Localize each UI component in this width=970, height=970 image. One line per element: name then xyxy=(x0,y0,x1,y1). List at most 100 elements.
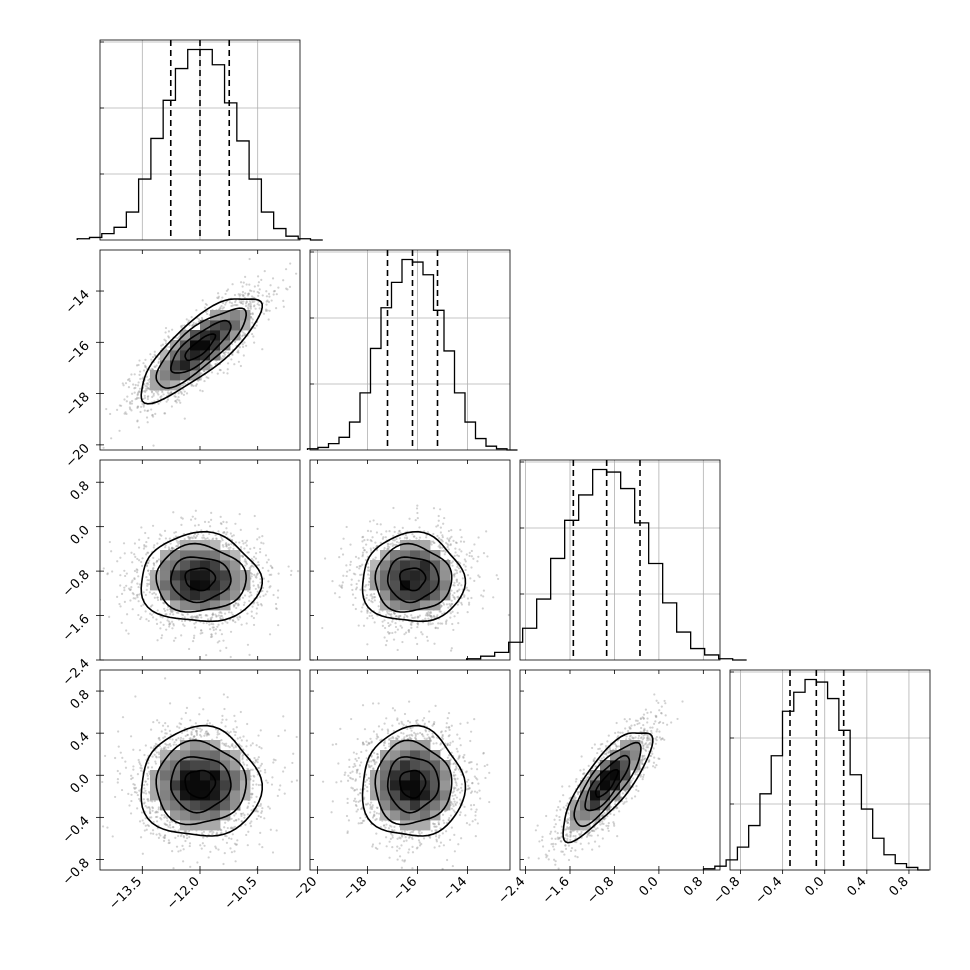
scatter-point-2-1-857 xyxy=(357,624,360,627)
scatter-point-2-0-2073 xyxy=(222,520,225,523)
scatter-point-1-0-1689 xyxy=(262,312,266,315)
scatter-point-2-0-1719 xyxy=(144,531,147,535)
scatter-point-3-1-2019 xyxy=(361,807,364,810)
x-tick-label-1-2: −16 xyxy=(390,874,420,904)
scatter-point-3-0-2120 xyxy=(139,764,143,767)
scatter-point-3-1-43 xyxy=(463,805,466,808)
scatter-point-1-0-643 xyxy=(127,386,131,389)
scatter-point-2-0-2004 xyxy=(237,618,240,621)
scatter-point-2-0-399 xyxy=(168,623,171,626)
scatter-point-2-1-488 xyxy=(392,638,396,641)
density-cell-3-0-11-12 xyxy=(210,740,221,751)
scatter-point-3-0-804 xyxy=(132,768,135,771)
scatter-point-3-2-1560 xyxy=(658,757,661,761)
scatter-point-3-1-249 xyxy=(408,848,411,851)
scatter-point-3-2-1614 xyxy=(609,812,612,815)
scatter-point-1-0-1089 xyxy=(233,340,236,344)
scatter-point-1-0-7 xyxy=(238,294,241,297)
scatter-point-2-1-964 xyxy=(385,530,388,533)
scatter-point-1-0-603 xyxy=(170,390,173,394)
scatter-point-1-0-420 xyxy=(174,400,177,403)
scatter-point-2-0-73 xyxy=(162,602,166,605)
scatter-point-2-1-1435 xyxy=(472,557,475,560)
scatter-point-1-0-1978 xyxy=(268,309,271,312)
scatter-point-3-1-1215 xyxy=(370,764,373,768)
scatter-point-2-1-1493 xyxy=(399,624,402,627)
scatter-point-3-2-614 xyxy=(613,742,617,746)
scatter-point-3-2-1201 xyxy=(561,785,564,788)
scatter-point-2-0-870 xyxy=(123,552,126,555)
contour-3-2-2 xyxy=(573,741,642,828)
density-cell-3-2-7-9 xyxy=(590,770,601,781)
scatter-point-2-0-1611 xyxy=(215,537,218,541)
scatter-point-3-2-1115 xyxy=(614,744,618,747)
scatter-point-3-0-1641 xyxy=(116,778,120,781)
scatter-point-3-1-1214 xyxy=(418,841,421,844)
scatter-point-3-1-2195 xyxy=(433,825,436,828)
scatter-point-3-2-1501 xyxy=(637,737,640,740)
scatter-point-3-0-769 xyxy=(271,851,275,854)
scatter-point-2-0-1894 xyxy=(271,566,274,570)
scatter-point-2-1-1275 xyxy=(453,574,456,577)
scatter-point-2-0-585 xyxy=(264,554,268,557)
scatter-point-2-0-757 xyxy=(193,615,197,618)
scatter-point-3-1-987 xyxy=(475,777,478,780)
density-cell-3-1-13-9 xyxy=(440,770,451,781)
scatter-point-3-2-1415 xyxy=(572,798,575,801)
scatter-point-3-0-568 xyxy=(144,789,147,792)
scatter-point-2-1-1029 xyxy=(366,609,369,613)
scatter-point-3-0-2088 xyxy=(220,739,223,742)
scatter-point-2-0-1103 xyxy=(229,655,232,659)
scatter-point-3-0-634 xyxy=(145,828,148,831)
scatter-point-3-2-1545 xyxy=(612,822,616,825)
scatter-point-2-1-803 xyxy=(416,616,419,619)
scatter-point-1-0-1306 xyxy=(195,383,198,386)
scatter-point-3-1-1583 xyxy=(470,730,473,733)
scatter-point-1-0-1056 xyxy=(180,326,183,329)
scatter-point-2-0-263 xyxy=(267,569,270,572)
scatter-point-2-0-1545 xyxy=(167,620,171,623)
scatter-point-3-1-2141 xyxy=(457,788,460,791)
scatter-point-3-1-1574 xyxy=(408,700,411,703)
scatter-point-3-0-281 xyxy=(147,824,150,828)
scatter-point-2-0-1260 xyxy=(215,614,218,618)
scatter-point-2-0-924 xyxy=(173,531,176,534)
scatter-point-1-0-2171 xyxy=(164,339,167,343)
scatter-point-3-1-298 xyxy=(411,867,414,870)
scatter-point-3-1-1600 xyxy=(355,788,359,791)
scatter-point-3-0-1946 xyxy=(233,850,236,853)
scatter-point-3-2-665 xyxy=(641,756,644,759)
scatter-point-3-0-1433 xyxy=(178,722,181,725)
scatter-point-2-0-581 xyxy=(141,564,144,567)
scatter-point-3-1-1484 xyxy=(388,856,391,859)
scatter-point-2-0-99 xyxy=(135,594,138,597)
scatter-point-2-0-1397 xyxy=(249,591,252,594)
scatter-point-3-2-2041 xyxy=(566,819,569,823)
scatter-point-2-0-755 xyxy=(194,536,197,539)
contour-1-0-0 xyxy=(184,333,217,362)
scatter-point-3-0-1587 xyxy=(156,815,159,819)
scatter-point-3-1-1575 xyxy=(448,734,451,737)
scatter-point-3-1-1273 xyxy=(408,734,411,737)
scatter-point-3-0-1687 xyxy=(144,817,147,820)
scatter-point-1-0-1443 xyxy=(240,300,243,303)
scatter-point-2-0-242 xyxy=(131,592,134,595)
scatter-point-3-1-583 xyxy=(451,740,454,743)
scatter-point-2-1-1872 xyxy=(439,545,442,549)
scatter-point-1-0-599 xyxy=(288,285,292,288)
scatter-point-2-1-961 xyxy=(362,546,365,550)
scatter-point-3-1-360 xyxy=(376,806,379,810)
density-cell-2-0-12-8 xyxy=(220,570,231,581)
scatter-point-1-0-261 xyxy=(146,387,149,390)
scatter-point-2-1-1444 xyxy=(438,544,441,547)
density-cell-3-0-10-8 xyxy=(200,780,211,791)
scatter-point-3-2-1949 xyxy=(576,856,579,859)
density-cell-1-0-8-11 xyxy=(180,330,191,341)
scatter-point-2-1-904 xyxy=(486,555,489,558)
scatter-point-1-0-1876 xyxy=(137,381,140,384)
scatter-point-2-1-1452 xyxy=(359,588,362,591)
scatter-point-1-0-2141 xyxy=(144,366,147,369)
scatter-point-1-0-811 xyxy=(134,398,137,401)
scatter-point-2-0-1790 xyxy=(145,618,148,621)
scatter-point-2-0-264 xyxy=(172,624,175,627)
